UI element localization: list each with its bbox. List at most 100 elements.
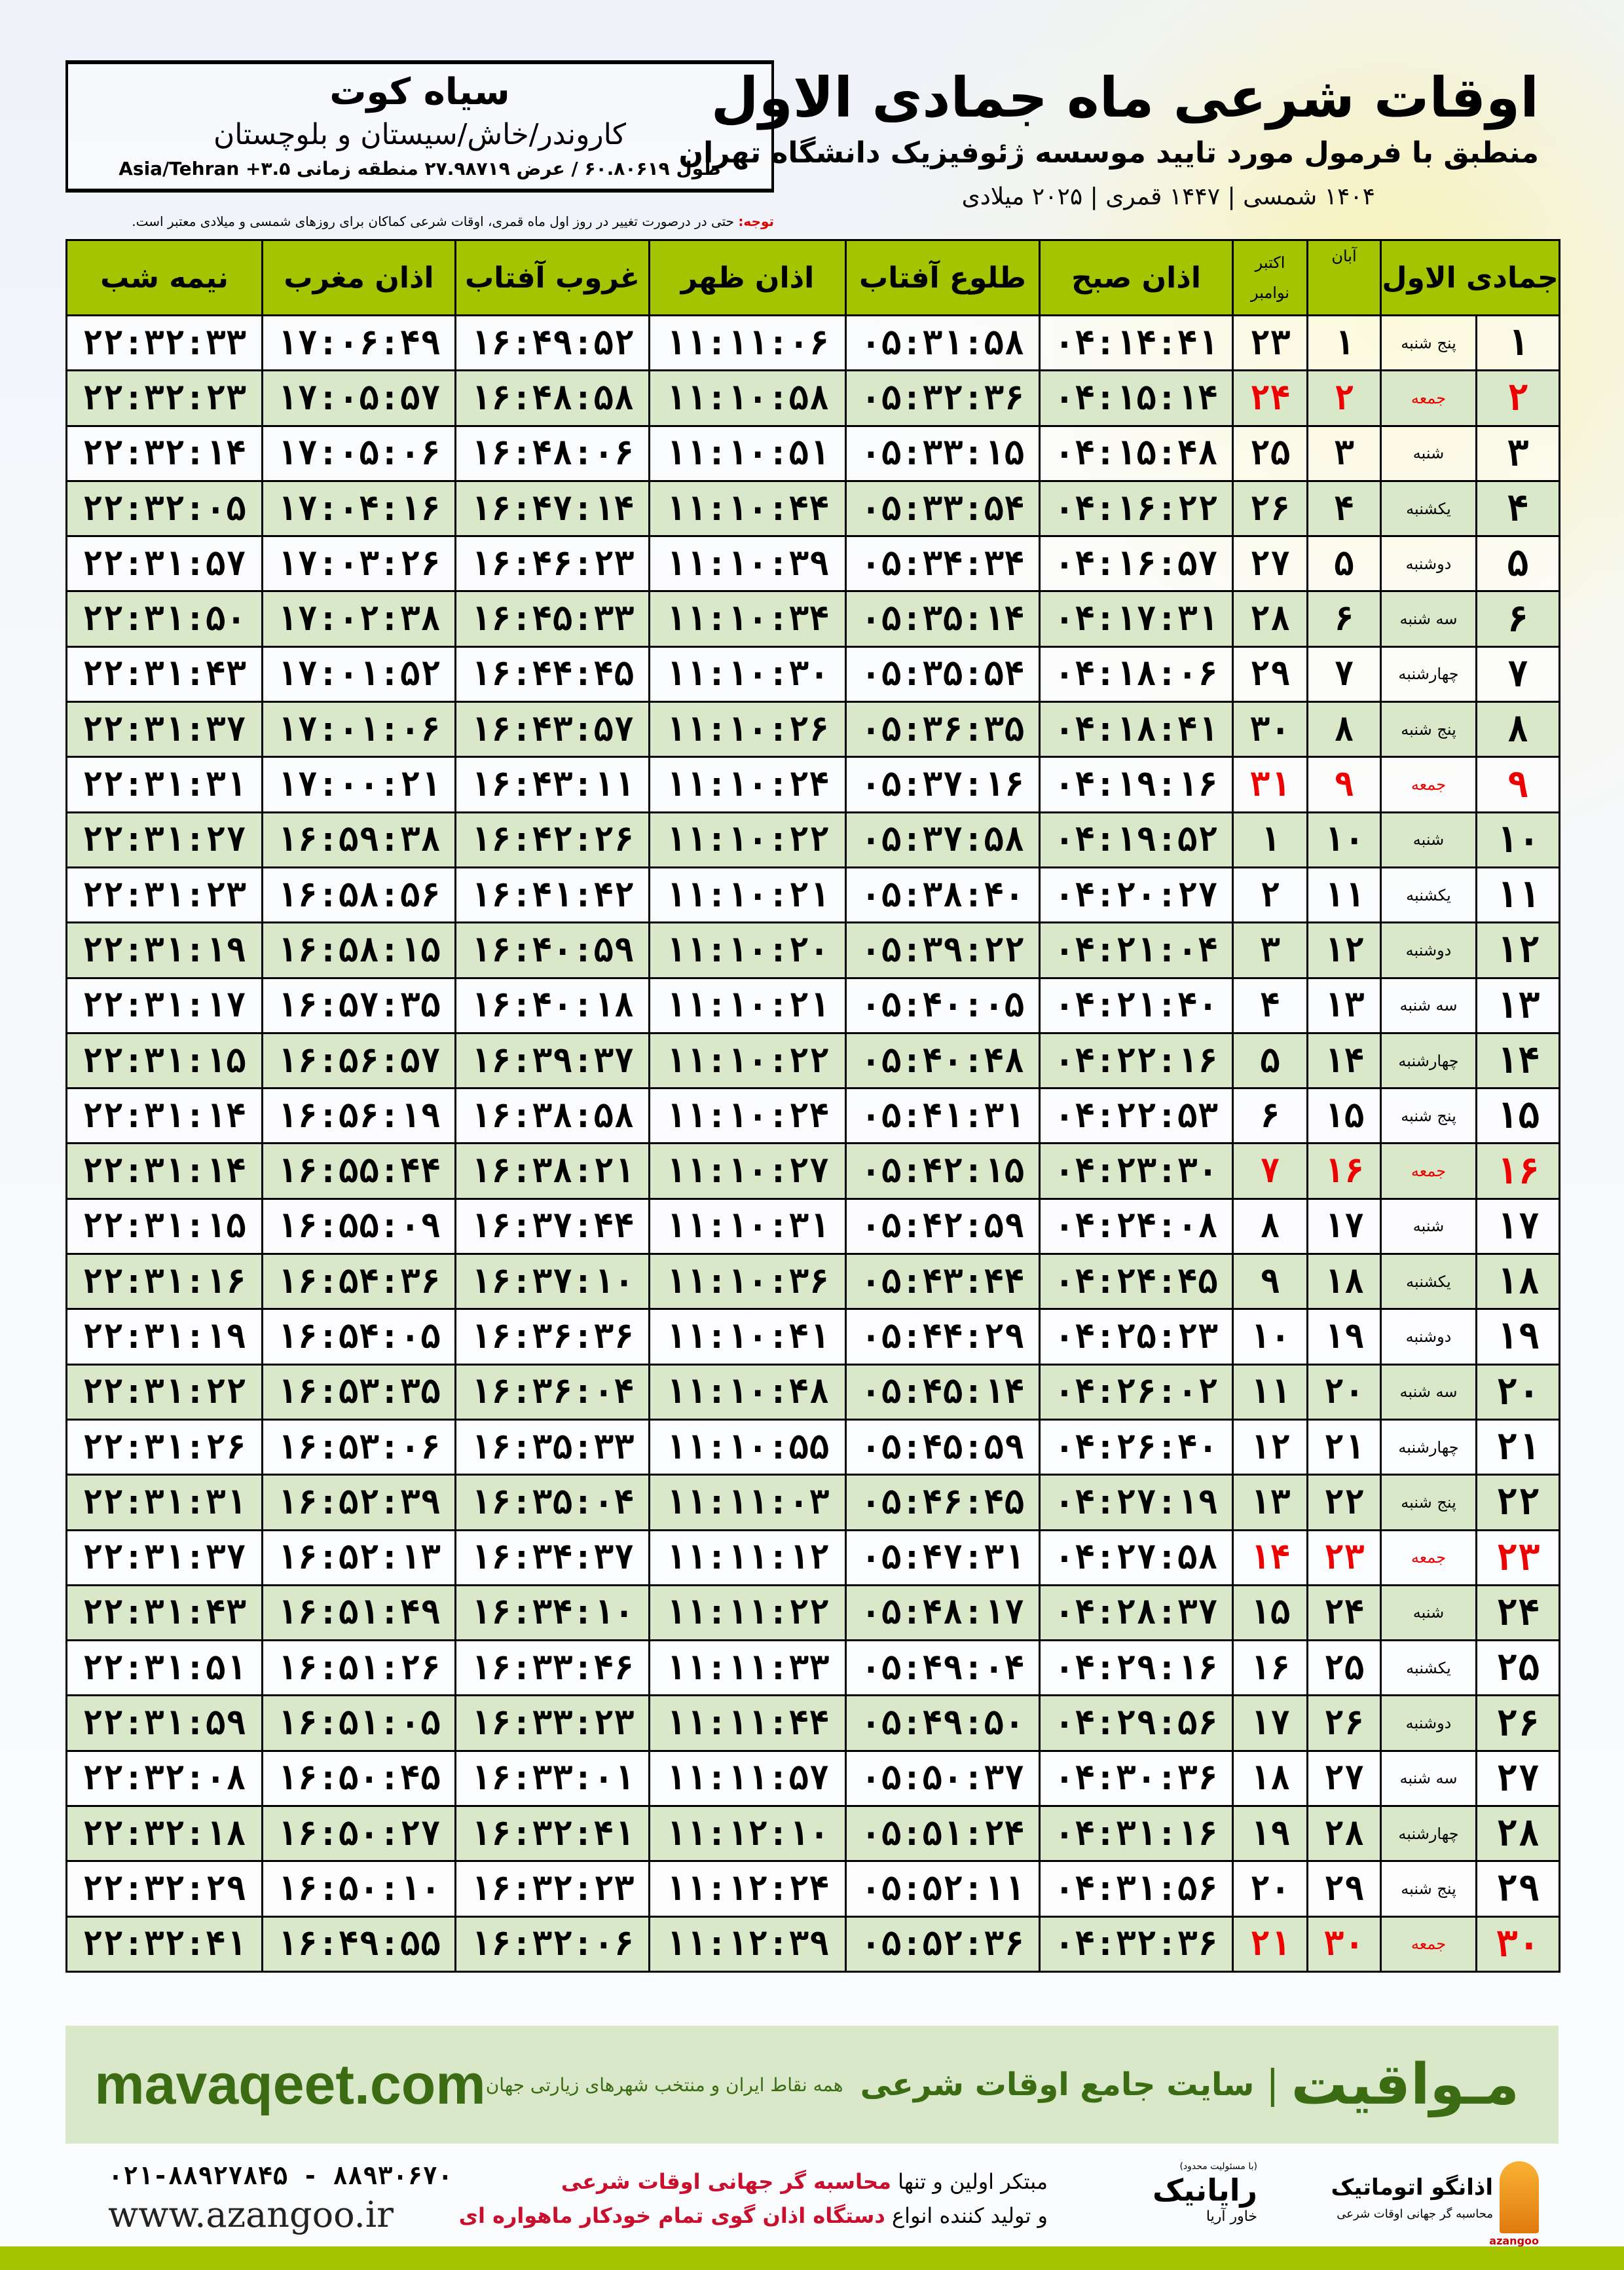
day-cell: ۱۵ xyxy=(1475,1087,1561,1145)
midnight-cell: ۲۲:۳۱:۲۲ xyxy=(65,1363,263,1421)
dhuhr-cell: ۱۱:۱۱:۱۲ xyxy=(648,1529,847,1586)
fajr-cell: ۰۴:۲۲:۵۳ xyxy=(1039,1087,1234,1145)
dhuhr-cell: ۱۱:۱۱:۴۴ xyxy=(648,1694,847,1752)
midnight-cell: ۲۲:۳۱:۴۳ xyxy=(65,645,263,703)
weekday-cell: سه شنبه xyxy=(1379,1749,1478,1808)
sunrise-cell: ۰۵:۴۹:۵۰ xyxy=(845,1694,1041,1752)
day-cell: ۲۳ xyxy=(1475,1529,1561,1586)
sunrise-cell: ۰۵:۴۴:۲۹ xyxy=(845,1308,1041,1366)
sunset-cell: ۱۶:۳۷:۴۴ xyxy=(454,1197,650,1256)
bottom-bar xyxy=(0,2246,1624,2270)
maghrib-cell: ۱۶:۵۳:۰۶ xyxy=(261,1418,456,1476)
midnight-cell: ۲۲:۳۱:۳۱ xyxy=(65,1474,263,1531)
midnight-cell: ۲۲:۳۱:۵۹ xyxy=(65,1694,263,1752)
mosque-dome-icon xyxy=(1500,2161,1539,2233)
sunset-cell: ۱۶:۴۶:۲۳ xyxy=(454,535,650,593)
sunset-cell: ۱۶:۳۸:۲۱ xyxy=(454,1142,650,1200)
aban-day-cell: ۲۹ xyxy=(1306,1860,1382,1918)
sunrise-cell: ۰۵:۳۳:۵۴ xyxy=(845,479,1041,538)
sunrise-cell: ۰۵:۳۱:۵۸ xyxy=(845,314,1041,372)
table-row: ۱۷ شنبه ۱۷ ۸ ۰۴:۲۴:۰۸ ۰۵:۴۲:۵۹ ۱۱:۱۰:۳۱ ۱۶:۳۷:۴… xyxy=(65,1197,1561,1256)
day-cell: ۲۸ xyxy=(1475,1805,1561,1863)
aban-day-cell: ۱۱ xyxy=(1306,866,1382,924)
azangoo-website[interactable]: www.azangoo.ir xyxy=(108,2194,394,2235)
logo-latin: azangoo xyxy=(1489,2235,1539,2247)
sunrise-cell: ۰۵:۴۵:۵۹ xyxy=(845,1418,1041,1476)
site-link[interactable]: mavaqeet.com xyxy=(94,2053,486,2116)
page-title: اوقات شرعی ماه جمادی الاول xyxy=(710,65,1539,130)
fajr-cell: ۰۴:۱۸:۴۱ xyxy=(1039,701,1234,758)
gregorian-day-cell: ۲۶ xyxy=(1232,479,1308,538)
midnight-cell: ۲۲:۳۲:۲۳ xyxy=(65,369,263,427)
fajr-cell: ۰۴:۲۰:۲۷ xyxy=(1039,866,1234,924)
gregorian-day-cell: ۳۰ xyxy=(1232,701,1308,758)
header-october: اکتبر xyxy=(1255,253,1285,272)
tagline-secondary: همه نقاط ایران و منتخب شهرهای زیارتی جها… xyxy=(485,2074,843,2096)
fajr-cell: ۰۴:۳۱:۵۶ xyxy=(1039,1860,1234,1918)
dhuhr-cell: ۱۱:۱۰:۲۶ xyxy=(648,701,847,758)
weekday-cell: جمعه xyxy=(1379,1142,1478,1200)
weekday-cell: شنبه xyxy=(1379,811,1478,868)
aban-day-cell: ۲۴ xyxy=(1306,1584,1382,1642)
midnight-cell: ۲۲:۳۲:۱۸ xyxy=(65,1805,263,1863)
day-cell: ۱۱ xyxy=(1475,866,1561,924)
table-row: ۱۶ جمعه ۱۶ ۷ ۰۴:۲۳:۳۰ ۰۵:۴۲:۱۵ ۱۱:۱۰:۲۷ ۱۶:۳۸:۲… xyxy=(65,1142,1561,1200)
logo-note: (با مسئولیت محدود) xyxy=(1179,2161,1257,2172)
sunrise-cell: ۰۵:۳۲:۳۶ xyxy=(845,369,1041,427)
day-cell: ۱۳ xyxy=(1475,977,1561,1034)
sunrise-cell: ۰۵:۵۱:۲۴ xyxy=(845,1805,1041,1863)
gregorian-day-cell: ۷ xyxy=(1232,1142,1308,1200)
maghrib-cell: ۱۷:۰۰:۲۱ xyxy=(261,756,456,813)
midnight-cell: ۲۲:۳۱:۲۶ xyxy=(65,1418,263,1476)
sunrise-cell: ۰۵:۵۲:۳۶ xyxy=(845,1915,1041,1973)
table-row: ۱۸ یکشنبه ۱۸ ۹ ۰۴:۲۴:۴۵ ۰۵:۴۳:۴۴ ۱۱:۱۰:۳۶ ۱۶:۳۷… xyxy=(65,1253,1561,1311)
midnight-cell: ۲۲:۳۱:۵۷ xyxy=(65,535,263,593)
sunrise-cell: ۰۵:۴۷:۳۱ xyxy=(845,1529,1041,1586)
gregorian-day-cell: ۳۱ xyxy=(1232,756,1308,813)
day-cell: ۶ xyxy=(1475,590,1561,648)
logo-subtitle: خاور آریا xyxy=(1206,2208,1257,2225)
gregorian-day-cell: ۲ xyxy=(1232,866,1308,924)
maghrib-cell: ۱۶:۵۲:۳۹ xyxy=(261,1474,456,1531)
dhuhr-cell: ۱۱:۱۱:۰۶ xyxy=(648,314,847,372)
midnight-cell: ۲۲:۳۲:۳۳ xyxy=(65,314,263,372)
sunrise-cell: ۰۵:۵۰:۳۷ xyxy=(845,1749,1041,1808)
midnight-cell: ۲۲:۳۱:۱۵ xyxy=(65,1197,263,1256)
aban-day-cell: ۳۰ xyxy=(1306,1915,1382,1973)
dhuhr-cell: ۱۱:۱۰:۲۱ xyxy=(648,977,847,1034)
fajr-cell: ۰۴:۲۹:۱۶ xyxy=(1039,1639,1234,1697)
maghrib-cell: ۱۶:۴۹:۵۵ xyxy=(261,1915,456,1973)
weekday-cell: دوشنبه xyxy=(1379,1308,1478,1366)
maghrib-cell: ۱۷:۰۶:۴۹ xyxy=(261,314,456,372)
midnight-cell: ۲۲:۳۲:۰۸ xyxy=(65,1749,263,1808)
dhuhr-cell: ۱۱:۱۰:۴۱ xyxy=(648,1308,847,1366)
day-cell: ۱۶ xyxy=(1475,1142,1561,1200)
dhuhr-cell: ۱۱:۱۰:۴۸ xyxy=(648,1363,847,1421)
aban-day-cell: ۲ xyxy=(1306,369,1382,427)
day-cell: ۲۱ xyxy=(1475,1418,1561,1476)
sunrise-cell: ۰۵:۴۲:۵۹ xyxy=(845,1197,1041,1256)
weekday-cell: پنج شنبه xyxy=(1379,314,1478,372)
city-name: سیاه کوت xyxy=(329,71,510,113)
header-sunrise: طلوع آفتاب xyxy=(845,239,1041,316)
day-cell: ۱۴ xyxy=(1475,1032,1561,1090)
aban-day-cell: ۶ xyxy=(1306,590,1382,648)
fajr-cell: ۰۴:۲۲:۱۶ xyxy=(1039,1032,1234,1090)
weekday-cell: شنبه xyxy=(1379,1197,1478,1256)
fajr-cell: ۰۴:۲۴:۴۵ xyxy=(1039,1253,1234,1311)
dhuhr-cell: ۱۱:۱۰:۵۱ xyxy=(648,424,847,482)
header-month: جمادی الاول xyxy=(1379,239,1561,316)
aban-day-cell: ۱۳ xyxy=(1306,977,1382,1034)
fajr-cell: ۰۴:۱۶:۵۷ xyxy=(1039,535,1234,593)
fajr-cell: ۰۴:۲۴:۰۸ xyxy=(1039,1197,1234,1256)
sunset-cell: ۱۶:۴۰:۵۹ xyxy=(454,921,650,979)
gregorian-day-cell: ۱۰ xyxy=(1232,1308,1308,1366)
header-midnight: نیمه شب xyxy=(65,239,263,316)
gregorian-day-cell: ۱۴ xyxy=(1232,1529,1308,1586)
table-header-row: جمادی الاول آبان اکتبر نوامبر اذان صبح طل… xyxy=(65,239,1561,316)
fajr-cell: ۰۴:۱۶:۲۲ xyxy=(1039,479,1234,538)
day-cell: ۱۰ xyxy=(1475,811,1561,868)
sunset-cell: ۱۶:۴۵:۳۳ xyxy=(454,590,650,648)
fajr-cell: ۰۴:۲۸:۳۷ xyxy=(1039,1584,1234,1642)
aban-day-cell: ۲۶ xyxy=(1306,1694,1382,1752)
